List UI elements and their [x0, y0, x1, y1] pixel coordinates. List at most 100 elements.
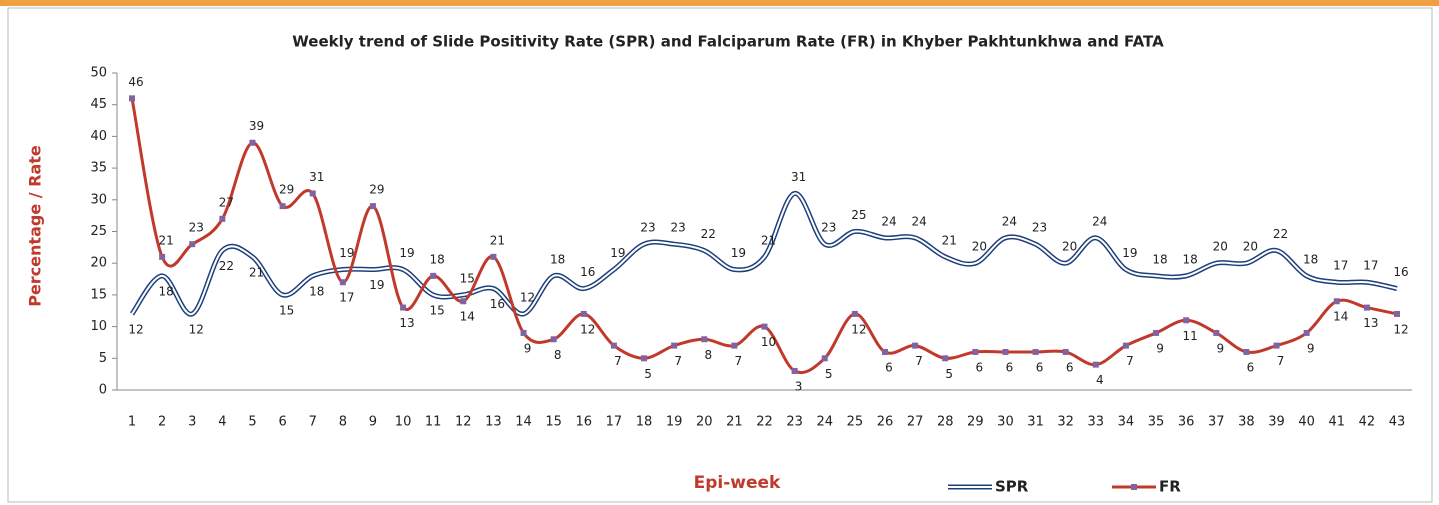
- x-tick-label: 13: [485, 415, 502, 430]
- point-marker: [671, 342, 678, 349]
- data-label: 5: [945, 367, 953, 381]
- point-marker: [821, 355, 828, 362]
- y-tick-label: 50: [90, 66, 107, 81]
- x-tick-label: 34: [1118, 415, 1135, 430]
- data-label: 21: [249, 265, 264, 279]
- data-label: 24: [881, 214, 896, 228]
- data-label: 23: [671, 221, 686, 235]
- data-label: 23: [640, 221, 655, 235]
- point-marker: [1002, 348, 1009, 355]
- data-label: 9: [524, 341, 532, 355]
- point-marker: [1273, 342, 1280, 349]
- data-label: 12: [128, 322, 143, 336]
- point-marker: [912, 342, 919, 349]
- data-label: 23: [1032, 221, 1047, 235]
- data-label: 16: [580, 265, 595, 279]
- data-label: 4: [1096, 373, 1104, 387]
- x-tick-label: 5: [248, 415, 256, 430]
- x-tick-label: 9: [369, 415, 377, 430]
- data-label: 5: [825, 367, 833, 381]
- data-label: 23: [189, 221, 204, 235]
- x-tick-label: 2: [158, 415, 166, 430]
- point-marker: [309, 190, 316, 197]
- point-marker: [1213, 329, 1220, 336]
- point-marker: [1032, 348, 1039, 355]
- data-label: 6: [976, 360, 984, 374]
- x-tick-label: 1: [128, 415, 136, 430]
- y-tick-label: 5: [99, 351, 107, 366]
- x-tick-label: 25: [847, 415, 864, 430]
- point-marker: [701, 336, 708, 343]
- data-label: 17: [1363, 259, 1378, 273]
- x-tick-label: 19: [666, 415, 683, 430]
- x-tick-label: 12: [455, 415, 472, 430]
- data-label: 39: [249, 119, 264, 133]
- series-line-inner: [131, 192, 1398, 315]
- data-label: 21: [158, 233, 173, 247]
- x-tick-label: 37: [1208, 415, 1225, 430]
- x-tick-label: 42: [1359, 415, 1376, 430]
- point-marker: [369, 203, 376, 210]
- point-marker: [580, 310, 587, 317]
- data-label: 19: [1122, 246, 1137, 260]
- data-label: 31: [309, 170, 324, 184]
- point-marker: [610, 342, 617, 349]
- data-label: 6: [1006, 360, 1014, 374]
- x-tick-label: 38: [1238, 415, 1255, 430]
- x-tick-label: 3: [188, 415, 196, 430]
- data-label: 29: [369, 183, 384, 197]
- data-label: 5: [644, 367, 652, 381]
- data-label: 16: [490, 297, 505, 311]
- data-label: 19: [610, 246, 625, 260]
- data-label: 12: [580, 322, 595, 336]
- x-tick-label: 4: [218, 415, 226, 430]
- x-tick-label: 36: [1178, 415, 1195, 430]
- point-marker: [1394, 310, 1400, 317]
- point-marker: [1333, 298, 1340, 305]
- data-label: 29: [279, 183, 294, 197]
- data-label: 10: [761, 335, 776, 349]
- x-tick-label: 18: [636, 415, 653, 430]
- data-label: 14: [460, 310, 475, 324]
- point-marker: [641, 355, 648, 362]
- data-label: 21: [942, 233, 957, 247]
- point-marker: [851, 310, 858, 317]
- point-marker: [791, 367, 798, 374]
- data-label: 18: [550, 252, 565, 266]
- point-marker: [189, 241, 196, 248]
- x-tick-label: 22: [756, 415, 773, 430]
- data-label: 7: [614, 354, 622, 368]
- point-marker: [1062, 348, 1069, 355]
- x-tick-label: 33: [1088, 415, 1105, 430]
- point-marker: [881, 348, 888, 355]
- legend-label: SPR: [995, 478, 1029, 496]
- y-tick-label: 35: [90, 161, 107, 176]
- x-tick-label: 11: [425, 415, 442, 430]
- point-marker: [1303, 329, 1310, 336]
- data-label: 24: [1002, 214, 1017, 228]
- data-label: 20: [1243, 240, 1258, 254]
- data-label: 7: [1277, 354, 1285, 368]
- data-label: 15: [430, 303, 445, 317]
- data-label: 21: [490, 233, 505, 247]
- point-marker: [1153, 329, 1160, 336]
- data-label: 19: [339, 246, 354, 260]
- data-label: 19: [731, 246, 746, 260]
- x-tick-label: 10: [395, 415, 412, 430]
- point-marker: [1122, 342, 1129, 349]
- data-label: 20: [972, 240, 987, 254]
- data-label: 12: [520, 290, 535, 304]
- series-line: [130, 98, 1398, 375]
- x-tick-label: 23: [786, 415, 803, 430]
- data-label: 8: [704, 348, 712, 362]
- data-label: 25: [851, 208, 866, 222]
- data-label: 18: [309, 284, 324, 298]
- data-label: 13: [399, 316, 414, 330]
- data-label: 18: [1183, 252, 1198, 266]
- data-label: 31: [791, 170, 806, 184]
- y-tick-label: 30: [90, 192, 107, 207]
- y-tick-label: 45: [90, 97, 107, 112]
- x-tick-label: 29: [967, 415, 984, 430]
- x-tick-label: 21: [726, 415, 743, 430]
